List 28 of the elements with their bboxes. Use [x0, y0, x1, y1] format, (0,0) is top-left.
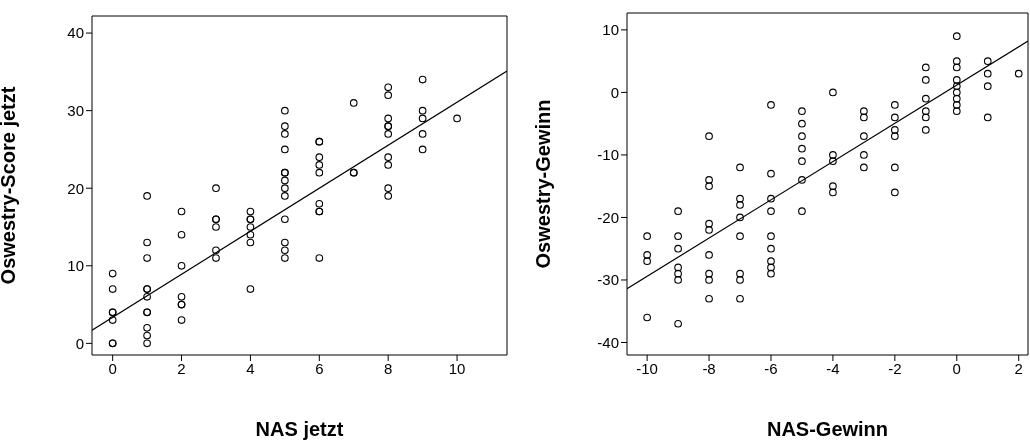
- y-tick-label: 10: [602, 21, 619, 39]
- x-tick-label: 2: [1014, 359, 1023, 377]
- x-tick-label: 2: [177, 359, 186, 377]
- x-tick-label: 0: [108, 359, 117, 377]
- x-tick-label: -10: [636, 359, 658, 377]
- y-tick-label: 0: [610, 83, 619, 101]
- y-tick-label: 40: [67, 24, 84, 42]
- x-tick-label: 0: [952, 359, 961, 377]
- x-tick-label: -2: [888, 359, 902, 377]
- x-tick-label: -8: [702, 359, 716, 377]
- x-tick-label: -6: [764, 359, 778, 377]
- y-tick-label: 10: [67, 257, 84, 275]
- x-axis-title: NAS-Gewinn: [766, 418, 889, 440]
- y-tick-label: -40: [597, 333, 619, 351]
- y-tick-label: 30: [67, 101, 84, 119]
- x-axis-title: NAS jetzt: [255, 418, 344, 440]
- y-tick-label: -30: [597, 271, 619, 289]
- x-tick-label: 6: [315, 359, 324, 377]
- y-tick-label: 20: [67, 179, 84, 197]
- x-tick-label: -4: [826, 359, 840, 377]
- y-tick-label: -20: [597, 208, 619, 226]
- x-tick-label: 10: [448, 359, 466, 377]
- y-axis-title: Oswestry-Gewinn: [532, 99, 555, 269]
- y-tick-label: 0: [75, 334, 84, 352]
- x-tick-label: 8: [384, 359, 393, 377]
- y-axis-title: Oswestry-Score jetzt: [0, 86, 20, 285]
- x-tick-label: 4: [246, 359, 255, 377]
- y-tick-label: -10: [597, 146, 619, 164]
